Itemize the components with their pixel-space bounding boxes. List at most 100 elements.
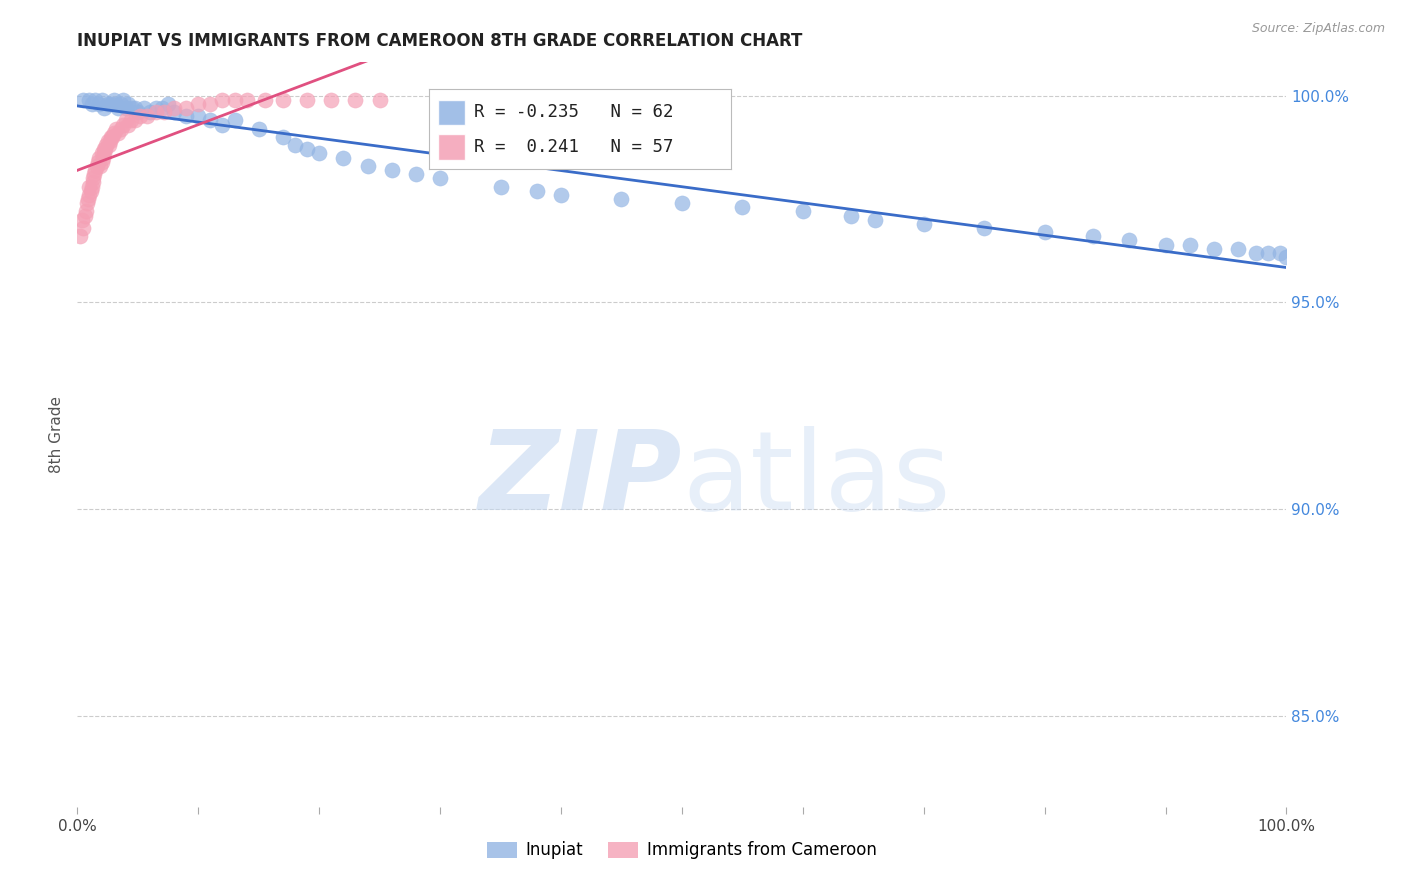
Point bbox=[100, 130, 122, 145]
Point bbox=[98, 134, 121, 148]
Point bbox=[127, 105, 149, 120]
Point bbox=[93, 142, 115, 156]
Point bbox=[1081, 229, 1104, 244]
Point bbox=[1270, 245, 1292, 260]
Point bbox=[117, 96, 139, 111]
Point bbox=[973, 221, 995, 235]
Point bbox=[489, 179, 512, 194]
Point bbox=[121, 101, 143, 115]
Point bbox=[174, 101, 197, 115]
Point bbox=[1178, 237, 1201, 252]
Point bbox=[90, 146, 112, 161]
Point bbox=[405, 167, 427, 181]
Text: atlas: atlas bbox=[682, 426, 950, 533]
Point bbox=[136, 109, 159, 123]
Point bbox=[79, 93, 101, 107]
Point bbox=[91, 151, 114, 165]
Point bbox=[72, 93, 94, 107]
Legend: Inupiat, Immigrants from Cameroon: Inupiat, Immigrants from Cameroon bbox=[481, 835, 883, 866]
Point bbox=[103, 126, 125, 140]
Point bbox=[1227, 242, 1250, 256]
Point bbox=[70, 212, 93, 227]
Point bbox=[124, 101, 146, 115]
Point bbox=[94, 142, 117, 156]
Point bbox=[100, 96, 122, 111]
Point bbox=[163, 101, 186, 115]
Text: INUPIAT VS IMMIGRANTS FROM CAMEROON 8TH GRADE CORRELATION CHART: INUPIAT VS IMMIGRANTS FROM CAMEROON 8TH … bbox=[77, 32, 803, 50]
Point bbox=[89, 159, 111, 173]
Point bbox=[120, 113, 142, 128]
Point bbox=[96, 138, 118, 153]
Point bbox=[96, 96, 118, 111]
Bar bbox=[437, 100, 465, 125]
Point bbox=[153, 105, 176, 120]
Point bbox=[145, 101, 167, 115]
Point bbox=[731, 200, 754, 214]
Point bbox=[80, 179, 103, 194]
Point bbox=[865, 212, 887, 227]
Point bbox=[110, 96, 132, 111]
Point bbox=[174, 109, 197, 123]
Point bbox=[526, 184, 548, 198]
Point bbox=[429, 171, 451, 186]
Point bbox=[114, 113, 136, 128]
Point bbox=[79, 187, 101, 202]
Point bbox=[112, 93, 135, 107]
Bar bbox=[437, 134, 465, 160]
Point bbox=[103, 93, 125, 107]
Point bbox=[69, 229, 91, 244]
Point bbox=[107, 101, 129, 115]
Point bbox=[107, 126, 129, 140]
Point bbox=[79, 184, 101, 198]
Point bbox=[295, 142, 318, 156]
Point bbox=[200, 96, 222, 111]
Point bbox=[93, 146, 115, 161]
Point bbox=[101, 130, 124, 145]
Point bbox=[84, 93, 107, 107]
Point bbox=[271, 130, 294, 145]
Point bbox=[77, 192, 100, 206]
Point bbox=[112, 118, 135, 132]
Point bbox=[84, 163, 107, 178]
Point bbox=[110, 121, 132, 136]
Point bbox=[1033, 225, 1056, 239]
Point bbox=[284, 138, 307, 153]
Point bbox=[117, 118, 139, 132]
Point bbox=[80, 96, 103, 111]
Point bbox=[129, 109, 152, 123]
Point bbox=[93, 101, 115, 115]
Y-axis label: 8th Grade: 8th Grade bbox=[49, 396, 65, 474]
Text: R = -0.235   N = 62: R = -0.235 N = 62 bbox=[474, 103, 673, 121]
Point bbox=[610, 192, 633, 206]
Point bbox=[332, 151, 354, 165]
Point bbox=[132, 101, 155, 115]
Text: Source: ZipAtlas.com: Source: ZipAtlas.com bbox=[1251, 22, 1385, 36]
Point bbox=[1275, 250, 1298, 264]
Point bbox=[105, 96, 128, 111]
Point bbox=[271, 93, 294, 107]
Point bbox=[145, 105, 167, 120]
Point bbox=[224, 113, 246, 128]
Text: ZIP: ZIP bbox=[478, 426, 682, 533]
Point bbox=[79, 179, 101, 194]
Point bbox=[87, 151, 110, 165]
Point bbox=[1154, 237, 1177, 252]
Point bbox=[295, 93, 318, 107]
Point bbox=[200, 113, 222, 128]
Point bbox=[381, 163, 404, 178]
Point bbox=[368, 93, 391, 107]
Point bbox=[224, 93, 246, 107]
Point bbox=[308, 146, 330, 161]
Point bbox=[912, 217, 935, 231]
Point bbox=[187, 109, 209, 123]
Point bbox=[253, 93, 276, 107]
Point bbox=[150, 101, 173, 115]
Point bbox=[1118, 233, 1140, 247]
Point bbox=[321, 93, 343, 107]
Point bbox=[344, 93, 367, 107]
Point bbox=[75, 204, 97, 219]
Point bbox=[1202, 242, 1225, 256]
Point bbox=[839, 209, 862, 223]
Point bbox=[550, 187, 572, 202]
Point bbox=[124, 113, 146, 128]
